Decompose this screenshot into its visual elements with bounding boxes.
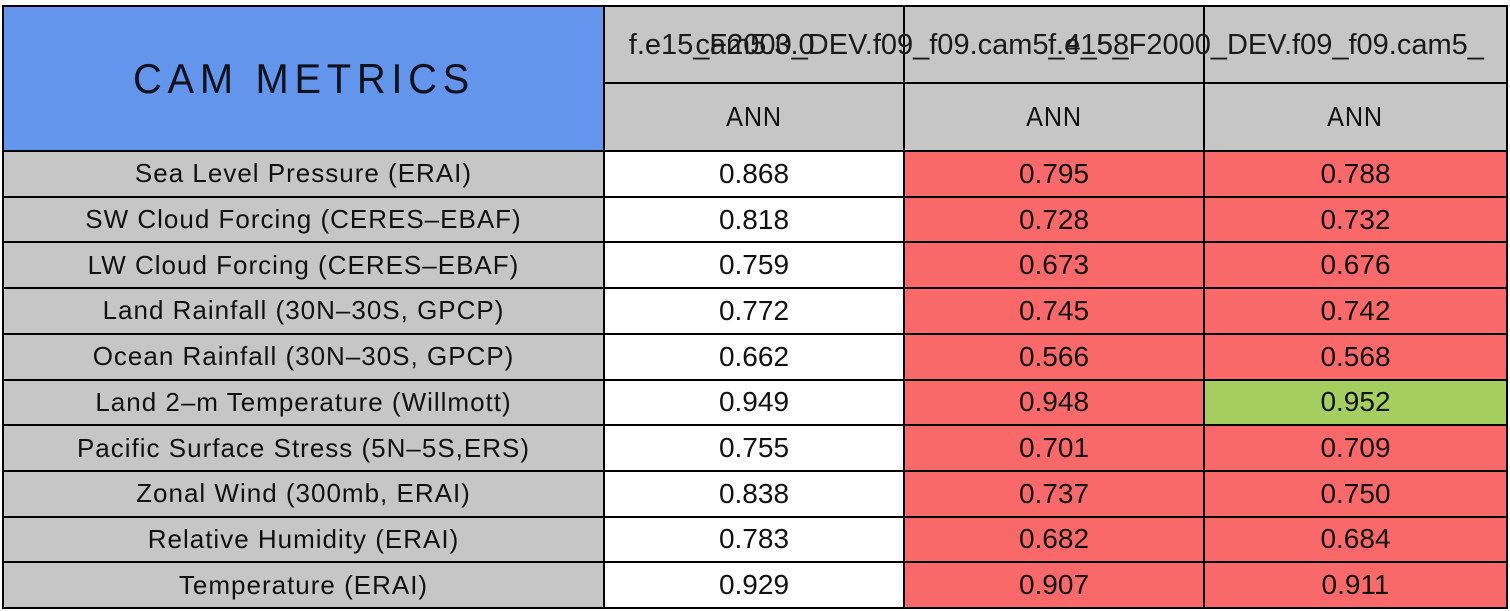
value-cell: 0.755: [605, 426, 903, 470]
metric-label-cell: Zonal Wind (300mb, ERAI): [4, 471, 603, 516]
value-cell: 0.709: [1205, 426, 1506, 470]
value-cell: 0.952: [1205, 380, 1506, 425]
season-header-cell-1: ANN: [605, 84, 903, 150]
value-cell: 0.750: [1205, 471, 1506, 516]
value-cell: 0.732: [1205, 197, 1506, 242]
metric-label-cell: Sea Level Pressure (ERAI): [4, 152, 603, 196]
value-cell: 0.907: [905, 563, 1203, 607]
value-cell: 0.788: [1205, 152, 1506, 196]
value-cell: 0.662: [605, 334, 903, 379]
season-header-cell-2: ANN: [905, 84, 1203, 150]
value-cell: 0.783: [605, 517, 903, 562]
metric-label-cell: Temperature (ERAI): [4, 563, 603, 607]
value-cell: 0.818: [605, 197, 903, 242]
metric-label-cell: Land 2–m Temperature (Willmott): [4, 380, 603, 425]
metric-label-cell: Ocean Rainfall (30N–30S, GPCP): [4, 334, 603, 379]
value-cell: 0.948: [905, 380, 1203, 425]
season-label: ANN: [726, 101, 782, 132]
value-cell: 0.676: [1205, 243, 1506, 288]
season-label: ANN: [1327, 101, 1384, 132]
value-cell: 0.566: [905, 334, 1203, 379]
value-cell: 0.838: [605, 471, 903, 516]
value-cell: 0.682: [905, 517, 1203, 562]
metric-label-cell: Relative Humidity (ERAI): [4, 517, 603, 562]
cam-metrics-table: CAM METRICS ANN ANN ANN Sea Level Pressu…: [2, 5, 1508, 609]
value-cell: 0.745: [905, 289, 1203, 333]
season-label: ANN: [1026, 101, 1082, 132]
metric-label-cell: SW Cloud Forcing (CERES–EBAF): [4, 197, 603, 242]
value-cell: 0.701: [905, 426, 1203, 470]
table-title-cell: CAM METRICS: [4, 7, 603, 150]
metric-label-cell: Pacific Surface Stress (5N–5S,ERS): [4, 426, 603, 470]
value-cell: 0.728: [905, 197, 1203, 242]
season-header-cell-3: ANN: [1205, 84, 1506, 150]
value-cell: 0.795: [905, 152, 1203, 196]
value-cell: 0.568: [1205, 334, 1506, 379]
value-cell: 0.929: [605, 563, 903, 607]
metric-label-cell: Land Rainfall (30N–30S, GPCP): [4, 289, 603, 333]
run-header-cell-3: [1205, 7, 1506, 82]
value-cell: 0.737: [905, 471, 1203, 516]
value-cell: 0.684: [1205, 517, 1506, 562]
value-cell: 0.868: [605, 152, 903, 196]
value-cell: 0.759: [605, 243, 903, 288]
value-cell: 0.772: [605, 289, 903, 333]
value-cell: 0.742: [1205, 289, 1506, 333]
metric-label-cell: LW Cloud Forcing (CERES–EBAF): [4, 243, 603, 288]
value-cell: 0.911: [1205, 563, 1506, 607]
value-cell: 0.673: [905, 243, 1203, 288]
value-cell: 0.949: [605, 380, 903, 425]
run-header-cell-2: [905, 7, 1203, 82]
run-header-cell-1: [605, 7, 903, 82]
table-title: CAM METRICS: [132, 54, 475, 102]
